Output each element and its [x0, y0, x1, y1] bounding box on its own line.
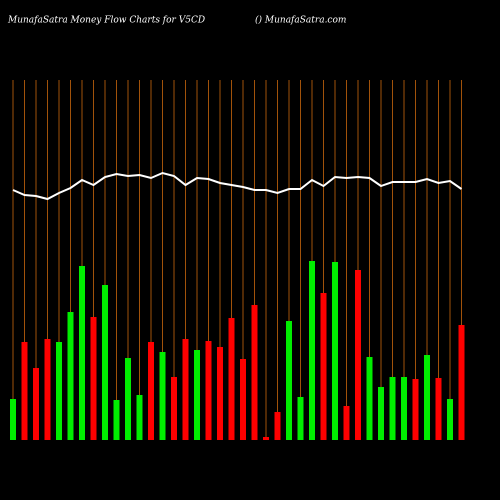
bar [67, 312, 74, 440]
bar [332, 262, 338, 440]
bar [447, 399, 453, 440]
bar [125, 358, 131, 440]
bar [389, 377, 396, 440]
bar [251, 305, 258, 440]
bar [320, 293, 327, 440]
bar [56, 342, 62, 440]
bar [90, 317, 97, 440]
bar [240, 359, 246, 440]
bar [10, 399, 16, 440]
bar [286, 321, 292, 440]
bar [355, 270, 361, 440]
chart-subtitle: () MunafaSatra.com [255, 15, 346, 26]
bar [148, 342, 154, 440]
bar [274, 412, 281, 440]
money-flow-line [12, 171, 463, 201]
bar [458, 325, 465, 440]
bar [343, 406, 350, 440]
bar [401, 377, 407, 440]
bar [297, 397, 304, 440]
bar [205, 341, 212, 440]
bar [33, 368, 39, 440]
bar [171, 377, 177, 440]
bar [44, 339, 51, 440]
bar [113, 400, 120, 440]
bar [228, 318, 235, 440]
chart-title: MunafaSatra Money Flow Charts for V5CD [7, 16, 205, 26]
bar [182, 339, 189, 440]
bar [378, 387, 384, 440]
bar [366, 357, 373, 440]
bar [412, 379, 419, 440]
bar [424, 355, 430, 440]
bar [21, 342, 28, 440]
bar [194, 350, 200, 440]
bar [102, 285, 108, 440]
bar [435, 378, 442, 440]
bar [79, 266, 85, 440]
bar [159, 352, 166, 440]
bar [263, 437, 269, 440]
bar [309, 261, 315, 440]
bar [217, 347, 223, 440]
bar [136, 395, 143, 440]
